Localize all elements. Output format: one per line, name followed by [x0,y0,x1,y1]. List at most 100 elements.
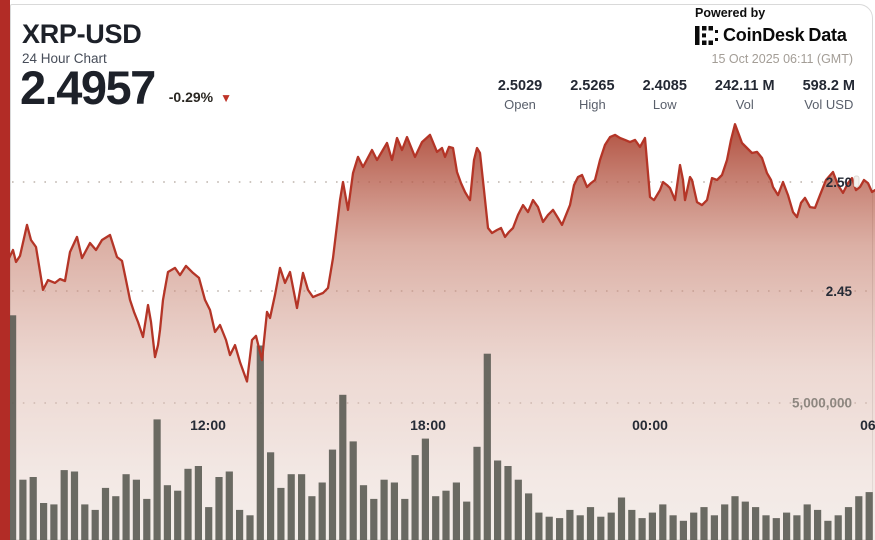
volume-bar [411,455,419,540]
page-title: XRP-USD [22,19,142,49]
volume-bar [690,512,698,540]
volume-bar [597,516,605,540]
stat-volume: 242.11 M Vol [715,78,775,112]
x-axis-label: 00:00 [632,417,668,433]
volume-bar [50,504,58,540]
volume-bar [545,516,553,540]
price-block: 2.4957 -0.29% ▼ [20,64,232,111]
volume-bar [60,470,68,540]
volume-bar [783,512,791,540]
volume-bar [731,496,739,540]
brand-name-bold: CoinDesk [723,25,805,45]
volume-bar [390,482,398,540]
volume-bar [29,477,37,540]
volume-bar [184,468,192,540]
price-change: -0.29% ▼ [169,89,232,105]
volume-bar [628,509,636,540]
current-price-marker [853,175,860,188]
price-line [0,123,875,383]
volume-bar [19,479,27,540]
volume-bar [40,503,48,540]
stat-value: 242.11 M [714,78,775,94]
volume-bar [586,507,595,540]
volume-bar [339,394,347,540]
volume-bar [525,493,533,540]
volume-bar [236,509,244,540]
down-arrow-icon: ▼ [220,91,233,105]
volume-bar [576,515,584,540]
stat-high: 2.5265 High [570,78,614,112]
volume-bar [215,477,223,540]
volume-bar [267,452,275,540]
symbol-block: XRP-USD 24 Hour Chart [22,19,142,67]
volume-bar [772,518,780,540]
price-change-value: -0.29% [168,89,214,105]
powered-by-label: Powered by [695,6,766,20]
branding-block: Powered by CoinDesk Data 15 Oct 2025 06:… [695,6,853,66]
stat-value: 598.2 M [802,78,855,94]
y-axis-label: 2.50 [826,175,852,190]
volume-bar [318,482,326,540]
volume-bar [721,504,729,540]
volume-bar [834,515,842,540]
volume-bar [205,507,213,540]
price-area [0,124,875,540]
volume-bar [844,507,853,540]
volume-bar [710,515,718,540]
volume-bar [669,515,677,540]
volume-bar [741,501,749,540]
volume-bar [700,507,708,540]
volume-bar [298,474,306,540]
stat-label: Open [504,97,536,112]
volume-bar [494,460,502,540]
volume-bar [566,509,574,540]
coindesk-logo[interactable]: CoinDesk Data [695,25,853,46]
stat-value: 2.5265 [570,78,615,94]
volume-bar [824,520,832,540]
volume-bar [256,345,264,540]
stat-value: 2.4085 [642,78,687,94]
volume-bar [349,441,357,540]
accent-strip [0,0,10,540]
volume-bar [174,490,182,540]
volume-bar [803,504,811,540]
volume-bar [359,485,368,540]
volume-bar [132,479,140,540]
volume-axis-label: 5,000,000 [792,396,852,411]
volume-bar [122,474,130,540]
volume-bar [153,419,161,540]
volume-bar [370,498,378,540]
volume-bar [401,498,409,540]
volume-bar [287,474,295,540]
x-axis-label: 06:00 [860,417,875,433]
stat-label: Vol [735,97,754,112]
volume-bar [328,449,337,540]
stat-value: 2.5029 [497,78,543,94]
volume-bar [659,504,667,540]
volume-bar [246,515,254,540]
current-price: 2.4957 [20,61,156,114]
stat-label: Vol USD [804,97,854,112]
volume-bar [483,353,491,540]
volume-bar [91,509,99,540]
volume-bar [442,490,450,540]
volume-bar [617,497,626,540]
volume-bar [679,520,687,540]
volume-bar [432,496,440,540]
volume-bar [380,479,388,540]
chart-subtitle: 24 Hour Chart [22,51,107,67]
volume-bar [556,518,564,540]
volume-bar [752,507,760,540]
volume-bar [70,471,79,540]
brand-name-light: Data [808,25,847,45]
stat-volume-usd: 598.2 M Vol USD [803,78,855,112]
volume-bar [9,315,17,540]
volume-bar [421,438,429,540]
x-axis-label: 12:00 [190,417,226,433]
y-axis-label: 2.45 [826,284,853,299]
coindesk-logo-icon [695,26,718,45]
volume-bar [194,466,202,540]
volume-bar [855,496,863,540]
